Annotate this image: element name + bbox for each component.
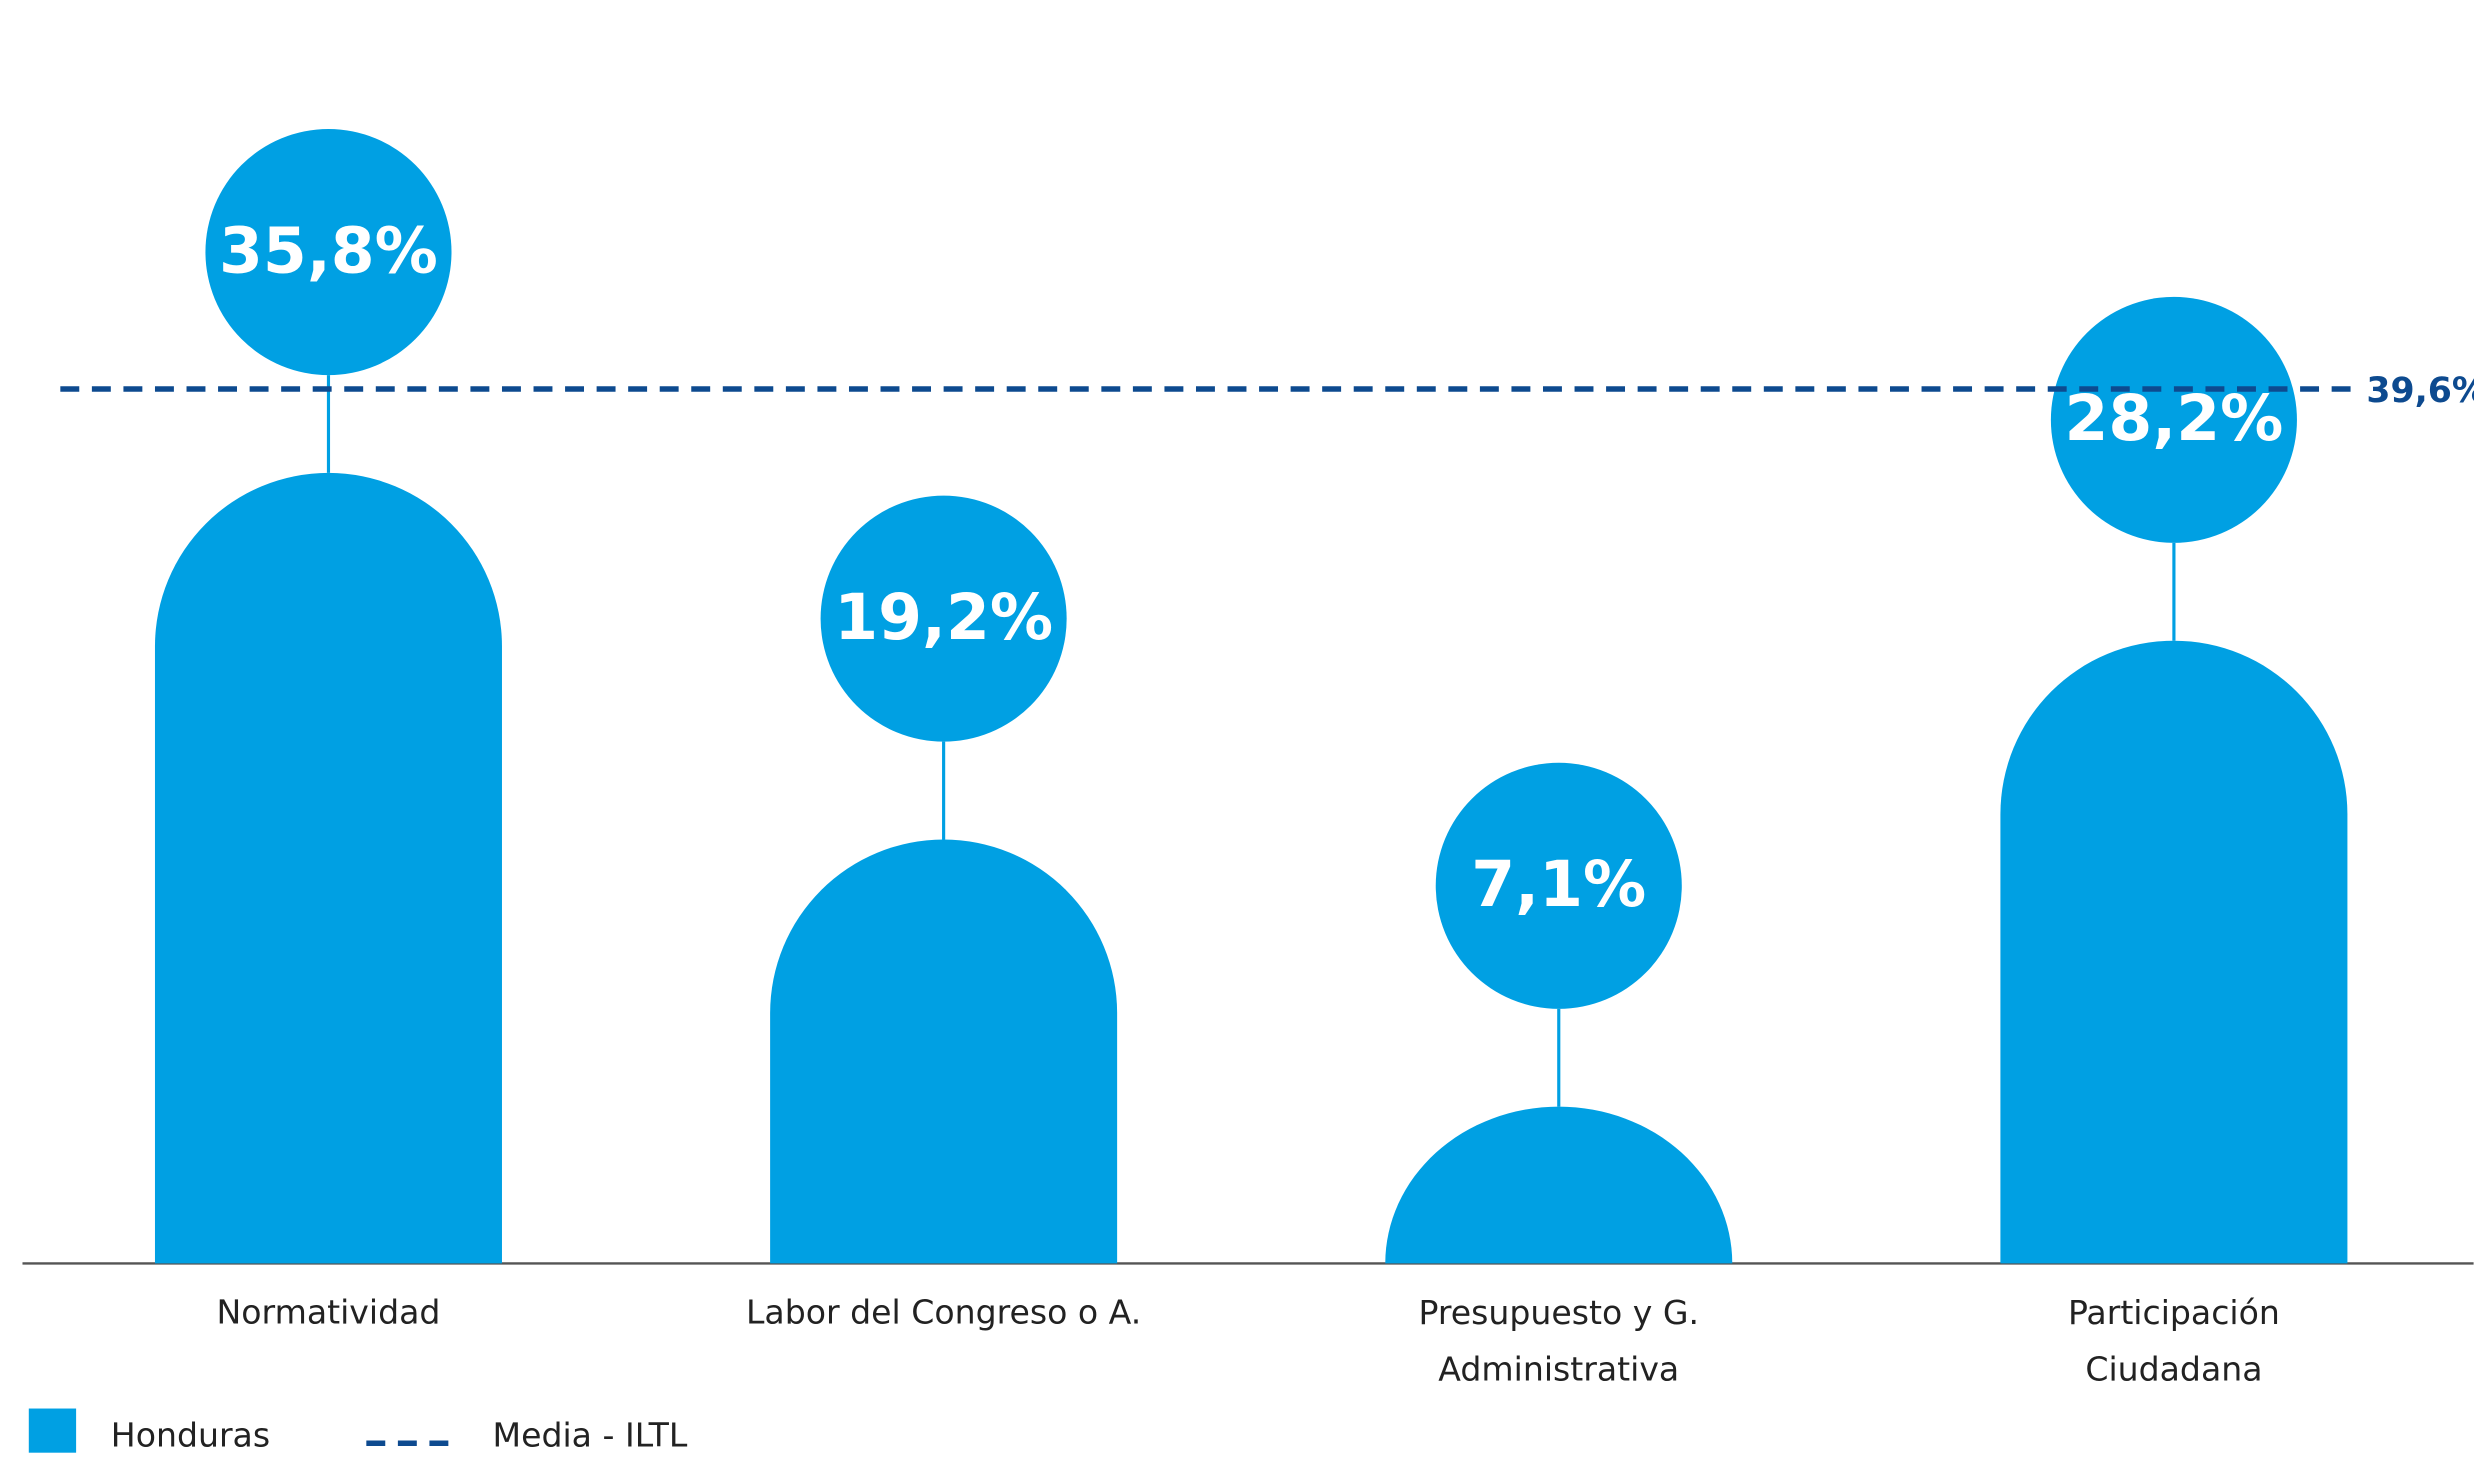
value-bubble	[820, 495, 1067, 742]
value-label: 19,2%	[834, 580, 1053, 654]
legend-swatch	[28, 1408, 77, 1453]
x-tick-label: Presupuesto y G. Administrativa	[1418, 1292, 1699, 1388]
value-bubble	[205, 129, 452, 376]
value-label: 35,8%	[219, 213, 438, 287]
bar	[1385, 1106, 1733, 1264]
value-label: 28,2%	[2064, 381, 2283, 455]
value-bubble	[2050, 296, 2297, 543]
bar	[154, 472, 502, 1264]
legend-label: Honduras	[111, 1415, 270, 1454]
value-label: 7,1%	[1471, 847, 1646, 921]
x-tick-label: Participación Ciudadana	[2068, 1292, 2280, 1388]
bar	[770, 839, 1118, 1264]
x-tick-label: Labor del Congreso o A.	[746, 1292, 1141, 1331]
reference-label: 39,6%	[2366, 371, 2474, 411]
x-tick-label: Normatividad	[217, 1292, 441, 1331]
bar	[2000, 640, 2348, 1264]
legend-label: Media - ILTL	[493, 1415, 688, 1454]
legend: Honduras Media - ILTL	[28, 1408, 688, 1454]
value-bubble	[1435, 762, 1682, 1009]
